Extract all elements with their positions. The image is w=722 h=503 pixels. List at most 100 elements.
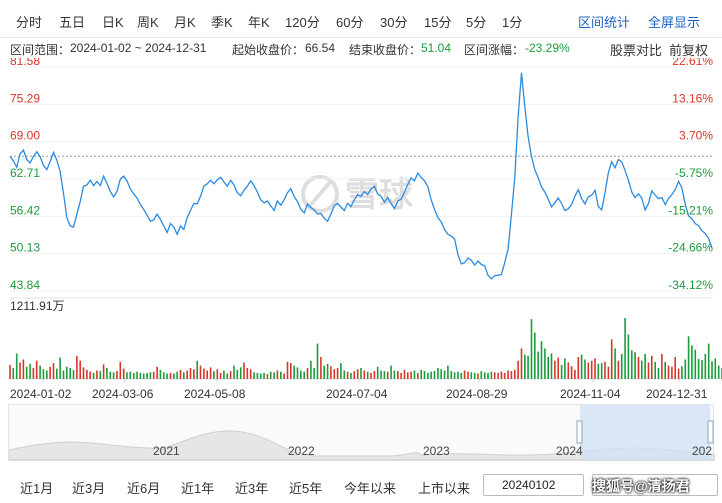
- volume-bar: [450, 371, 453, 379]
- range-ytd-button[interactable]: 今年以来: [344, 481, 397, 496]
- range-value: 2024-01-02 ~ 2024-12-31: [70, 41, 207, 55]
- watermark-logo-slash: [306, 178, 334, 210]
- range-label: 区间范围：: [10, 43, 71, 57]
- y-right-tick-label: -5.75%: [675, 166, 713, 180]
- volume-bar: [430, 371, 432, 379]
- volume-bar: [671, 366, 673, 379]
- y-left-tick-label: 56.42: [10, 203, 40, 217]
- volume-bar: [427, 372, 429, 379]
- range-stats-link[interactable]: 区间统计: [578, 15, 631, 30]
- x-tick-label: 2024-01-02: [10, 387, 72, 401]
- volume-bar: [223, 370, 225, 379]
- volume-bar: [353, 371, 356, 379]
- volume-bar: [507, 370, 509, 379]
- y-left-tick-label: 50.13: [10, 241, 40, 255]
- volume-bar: [199, 365, 202, 379]
- volume-bar: [417, 372, 419, 379]
- volume-bar: [163, 372, 165, 379]
- volume-bar: [376, 366, 379, 379]
- volume-bar: [423, 371, 426, 379]
- volume-bar: [617, 360, 620, 379]
- tab-5min[interactable]: 5分: [466, 15, 487, 30]
- tab-yearly-k[interactable]: 年K: [248, 15, 270, 30]
- volume-bar: [96, 370, 98, 379]
- volume-bar: [59, 357, 61, 379]
- volume-bar: [587, 362, 590, 379]
- x-tick-label: 2024-03-06: [92, 387, 154, 401]
- range-3m-button[interactable]: 近3月: [72, 481, 106, 496]
- volume-bar: [266, 374, 269, 379]
- range-5y-button[interactable]: 近5年: [289, 481, 323, 496]
- volume-bar: [537, 351, 539, 379]
- volume-bar: [473, 372, 476, 379]
- volume-bar: [467, 371, 469, 379]
- navigator-selection[interactable]: [580, 405, 710, 460]
- volume-bar: [320, 357, 322, 379]
- volume-bar: [126, 372, 128, 379]
- volume-bar: [330, 366, 332, 379]
- volume-bar: [661, 354, 663, 379]
- volume-bar: [647, 362, 650, 379]
- tab-quarterly-k[interactable]: 季K: [211, 15, 233, 30]
- volume-bar: [457, 371, 459, 379]
- volume-bar: [306, 368, 309, 379]
- tab-weekly-k[interactable]: 周K: [137, 15, 159, 30]
- volume-bar: [132, 372, 135, 379]
- tab-monthly-k[interactable]: 月K: [174, 15, 196, 30]
- volume-bar: [684, 359, 687, 379]
- volume-bar: [303, 371, 305, 379]
- volume-bar: [510, 371, 513, 379]
- y-right-tick-label: -34.12%: [668, 278, 713, 292]
- range-3y-button[interactable]: 近3年: [235, 481, 269, 496]
- volume-bar: [69, 368, 71, 379]
- volume-bar: [554, 360, 556, 379]
- tab-daily-k[interactable]: 日K: [102, 15, 124, 30]
- volume-bar: [627, 334, 630, 379]
- tab-30min[interactable]: 30分: [380, 15, 408, 30]
- tab-intraday[interactable]: 分时: [16, 15, 43, 30]
- range-1m-button[interactable]: 近1月: [20, 481, 54, 496]
- volume-bar: [594, 358, 596, 379]
- volume-bar: [453, 372, 456, 379]
- volume-bar: [350, 372, 352, 379]
- date-axis: 2024-01-02 2024-03-06 2024-05-08 2024-07-04…: [10, 379, 708, 401]
- volume-bar: [597, 363, 600, 380]
- time-navigator[interactable]: 2021 2022 2023 2024 202: [8, 404, 715, 461]
- navigator-left-handle[interactable]: [576, 420, 583, 444]
- start-date-input[interactable]: [483, 474, 584, 496]
- y-left-tick-label: 75.29: [10, 91, 40, 105]
- volume-bar: [316, 343, 319, 379]
- volume-bar: [687, 336, 690, 379]
- range-6m-button[interactable]: 近6月: [127, 481, 161, 496]
- volume-bar: [56, 368, 58, 379]
- tab-15min[interactable]: 15分: [424, 15, 452, 30]
- adjust-mode-button[interactable]: 前复权: [669, 43, 709, 58]
- volume-bar: [206, 370, 208, 379]
- x-tick-label: 2024-11-04: [560, 387, 621, 401]
- volume-bar: [66, 366, 68, 379]
- volume-bar: [86, 369, 88, 380]
- nav-year-2021: 2021: [153, 444, 180, 458]
- fullscreen-link[interactable]: 全屏显示: [648, 15, 701, 30]
- stock-compare-button[interactable]: 股票对比: [610, 43, 663, 58]
- volume-bar: [52, 363, 55, 379]
- y-right-tick-label: -24.66%: [668, 241, 713, 255]
- end-date-input[interactable]: [592, 474, 718, 496]
- volume-bar: [691, 345, 693, 379]
- range-since-listing-button[interactable]: 上市以来: [418, 481, 471, 496]
- volume-bar: [460, 372, 463, 379]
- tab-60min[interactable]: 60分: [336, 15, 364, 30]
- range-1y-button[interactable]: 近1年: [181, 481, 215, 496]
- volume-bar: [634, 352, 636, 379]
- volume-bar: [269, 371, 272, 379]
- volume-bar: [356, 369, 359, 379]
- price-chart[interactable]: 雪球 81.58 75.29 69.00 62.71 56.42 50.13 43.84 2…: [0, 58, 722, 403]
- navigator-right-handle[interactable]: [707, 420, 714, 444]
- tab-five-day[interactable]: 五日: [59, 15, 86, 30]
- tab-1min[interactable]: 1分: [502, 15, 523, 30]
- tab-120min[interactable]: 120分: [285, 15, 320, 30]
- end-price-value: 51.04: [421, 41, 452, 55]
- end-price-label: 结束收盘价：: [349, 43, 422, 57]
- right-percent-axis: 22.61% 13.16% 3.70% -5.75% -15.21% -24.66% -34…: [668, 58, 713, 292]
- start-price-value: 66.54: [305, 41, 336, 55]
